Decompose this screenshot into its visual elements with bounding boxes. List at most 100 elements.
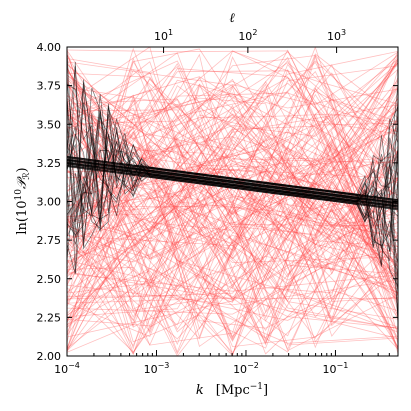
red-curve xyxy=(67,55,398,333)
red-curve xyxy=(67,125,398,317)
red-curve xyxy=(67,64,398,354)
black-curve xyxy=(67,122,398,229)
top-axis-label: ℓ xyxy=(229,11,235,26)
red-curve xyxy=(67,147,398,300)
red-curve xyxy=(67,55,398,346)
black-curve xyxy=(67,161,398,206)
red-curve xyxy=(67,63,398,328)
red-curve xyxy=(67,48,398,231)
red-curve xyxy=(67,122,398,260)
red-curve xyxy=(67,82,398,182)
black-curve xyxy=(67,156,398,201)
top-tick-label: 101 xyxy=(154,28,173,43)
red-curve xyxy=(67,54,398,348)
red-curve xyxy=(67,79,398,351)
red-curve xyxy=(67,153,398,263)
red-curve xyxy=(67,114,398,328)
black-curve xyxy=(67,87,398,287)
red-curve xyxy=(67,83,398,236)
red-curve xyxy=(67,227,398,315)
red-curve xyxy=(67,234,398,326)
x-tick-label: 10−2 xyxy=(233,361,259,376)
red-curve xyxy=(67,93,398,269)
red-curve xyxy=(67,110,398,317)
red-curve xyxy=(67,184,398,355)
red-curve xyxy=(67,70,398,238)
red-curve xyxy=(67,59,398,289)
red-curve xyxy=(67,104,398,331)
black-curve xyxy=(67,80,398,249)
y-tick-label: 4.00 xyxy=(37,41,62,54)
black-curve xyxy=(67,156,398,201)
red-curve xyxy=(67,128,398,338)
red-curve xyxy=(67,98,398,340)
red-curve xyxy=(67,113,398,297)
black-curve xyxy=(67,133,398,321)
red-curve xyxy=(67,107,398,336)
red-curve xyxy=(67,61,398,302)
red-curve xyxy=(67,57,398,335)
red-curve xyxy=(67,88,398,316)
red-curve xyxy=(67,63,398,346)
red-curve xyxy=(67,94,398,348)
red-curve xyxy=(67,92,398,319)
red-curve xyxy=(67,72,398,294)
red-curve xyxy=(67,125,398,234)
red-curve xyxy=(67,51,398,154)
top-tick-label: 102 xyxy=(238,28,257,43)
red-curve xyxy=(67,87,398,340)
red-curve xyxy=(67,56,398,321)
red-curve xyxy=(67,61,398,233)
red-curve xyxy=(67,204,398,300)
red-curve xyxy=(67,56,398,261)
red-curve xyxy=(67,176,398,300)
red-curve xyxy=(67,54,398,341)
red-curve xyxy=(67,80,398,174)
red-curve xyxy=(67,182,398,294)
red-curve xyxy=(67,85,398,353)
red-curve xyxy=(67,146,398,329)
red-curve xyxy=(67,77,398,275)
black-curve xyxy=(67,61,398,264)
red-curve xyxy=(67,205,398,237)
y-axis-label: ln(1010𝒫ℛ) xyxy=(14,167,32,234)
red-curve xyxy=(67,100,398,279)
y-tick-label: 3.00 xyxy=(37,196,62,209)
red-curve xyxy=(67,62,398,305)
red-curve xyxy=(67,201,398,321)
red-curve xyxy=(67,77,398,311)
red-curve xyxy=(67,109,398,320)
red-curve xyxy=(67,86,398,343)
red-curve xyxy=(67,56,398,333)
red-curve xyxy=(67,51,398,137)
red-curve xyxy=(67,76,398,275)
red-curve xyxy=(67,156,398,301)
red-curve xyxy=(67,145,398,353)
red-curve xyxy=(67,63,398,215)
y-tick-label: 3.75 xyxy=(37,80,62,93)
red-curve xyxy=(67,54,398,290)
red-curve xyxy=(67,199,398,339)
red-curve xyxy=(67,65,398,346)
red-curve xyxy=(67,69,398,314)
axis-ticks: 2.00 2.25 2.50 2.75 3.00 3.25 3.50 3.75 4.00 10−4… xyxy=(37,28,399,376)
plot-lines xyxy=(67,47,398,356)
red-curve xyxy=(67,47,398,296)
red-curve xyxy=(67,53,398,354)
y-tick-label: 3.50 xyxy=(37,118,62,131)
red-curve xyxy=(67,85,398,326)
red-curve xyxy=(67,86,398,283)
red-curve xyxy=(67,171,398,227)
red-curve xyxy=(67,49,398,328)
red-curve xyxy=(67,193,398,263)
red-curve xyxy=(67,83,398,322)
red-curve xyxy=(67,192,398,263)
red-curve xyxy=(67,130,398,312)
red-curve xyxy=(67,167,398,356)
red-curve xyxy=(67,166,398,327)
red-curve xyxy=(67,47,398,343)
red-curve xyxy=(67,295,398,344)
red-curve xyxy=(67,83,398,297)
red-curve xyxy=(67,273,398,292)
red-curve xyxy=(67,85,398,280)
